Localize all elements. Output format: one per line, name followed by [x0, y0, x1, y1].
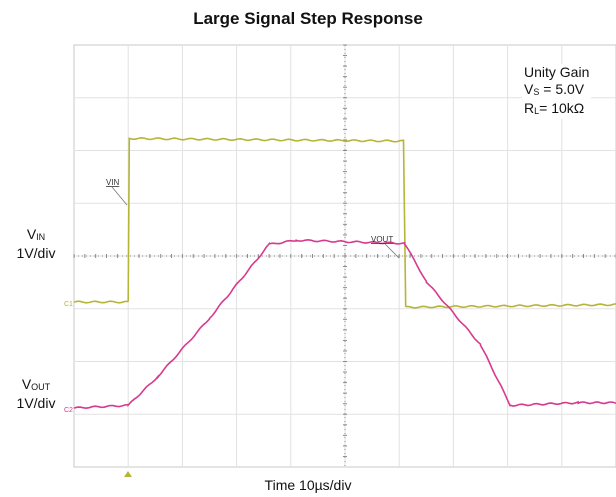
series-vout-line	[73, 238, 616, 410]
vout-axis-scale: 1V/div	[16, 395, 56, 411]
vin-axis-label-sub: IN	[36, 232, 46, 242]
vin-axis-label-main: V	[26, 226, 37, 242]
vout-axis-label-main: V	[21, 376, 32, 392]
channel-tag-vout: C2	[64, 407, 73, 414]
vin-axis-scale: 1V/div	[16, 245, 56, 261]
trigger-marker	[124, 471, 132, 477]
channel-tag-vin: C1	[64, 301, 73, 308]
condition-supply: VS = 5.0V	[524, 81, 585, 97]
series-vin-line	[73, 136, 616, 309]
vout-axis-label-sub: OUT	[31, 382, 51, 392]
condition-load: RL= 10kΩ	[524, 100, 585, 116]
vout-label-leader	[384, 243, 400, 259]
vin-axis-label: VIN 1V/div	[4, 226, 68, 262]
chart-title: Large Signal Step Response	[193, 9, 423, 28]
vout-series-label: VOUT	[371, 235, 393, 244]
test-conditions: Unity Gain VS = 5.0V RL= 10kΩ	[522, 64, 592, 119]
vout-axis-label: VOUT 1V/div	[4, 376, 68, 412]
vin-series-label: VIN	[106, 178, 120, 187]
vin-label-leader	[111, 186, 128, 206]
x-axis-label: Time 10µs/div	[264, 477, 352, 493]
condition-gain: Unity Gain	[524, 64, 590, 80]
